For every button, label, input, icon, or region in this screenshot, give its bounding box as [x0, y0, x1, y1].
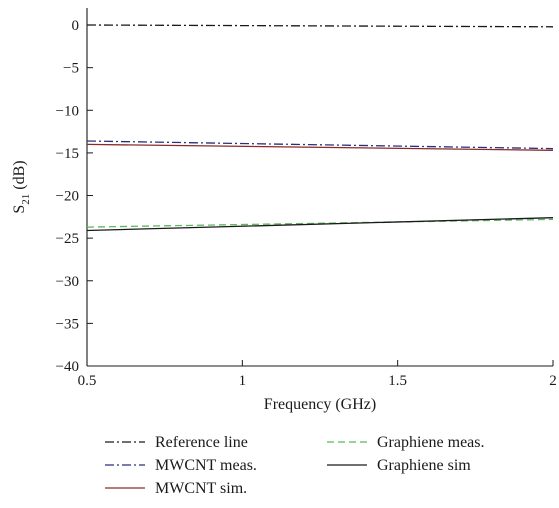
y-axis-label-main: S: [11, 205, 28, 214]
y-axis-label-subscript: 21: [20, 194, 32, 205]
x-tick-label: 0.5: [78, 373, 97, 389]
legend-label: MWCNT meas.: [155, 457, 257, 474]
plot-area: [86, 8, 553, 367]
y-tick-label: 0: [72, 18, 80, 34]
legend-label: MWCNT sim.: [155, 480, 247, 497]
series-line-mwcnt-meas: [86, 140, 554, 150]
legend-label: Graphiene sim: [377, 457, 471, 474]
legend-label: Reference line: [155, 434, 248, 451]
y-tick-label: −30: [56, 274, 79, 290]
y-tick-label: −40: [56, 359, 79, 375]
y-tick-label: −20: [56, 189, 79, 205]
legend: Reference line MWCNT meas. MWCNT sim. Graph…: [105, 434, 485, 497]
series-line-graphiene-meas: [86, 218, 554, 228]
x-tick-label: 2: [549, 373, 557, 389]
series-line-mwcnt-sim: [86, 143, 554, 151]
tick-layer: 0 −5 −10 −15 −20 −25 −30 −35 −400.5 1 1.5 2: [56, 18, 557, 389]
x-tick-label: 1: [239, 373, 247, 389]
y-tick-label: −35: [56, 316, 79, 332]
y-axis-label-unit: (dB): [11, 160, 28, 193]
y-axis-label: S21 (dB): [11, 160, 32, 213]
legend-label: Graphiene meas.: [377, 434, 485, 451]
x-axis-label: Frequency (GHz): [264, 396, 376, 413]
y-tick-label: −10: [56, 103, 79, 119]
series-layer: [86, 24, 554, 232]
series-line-graphiene-sim: [86, 217, 554, 232]
y-tick-label: −5: [63, 61, 79, 77]
series-line-reference-line: [86, 24, 554, 28]
y-tick-label: −15: [56, 146, 79, 162]
y-tick-label: −25: [56, 231, 79, 247]
x-tick-label: 1.5: [388, 373, 407, 389]
